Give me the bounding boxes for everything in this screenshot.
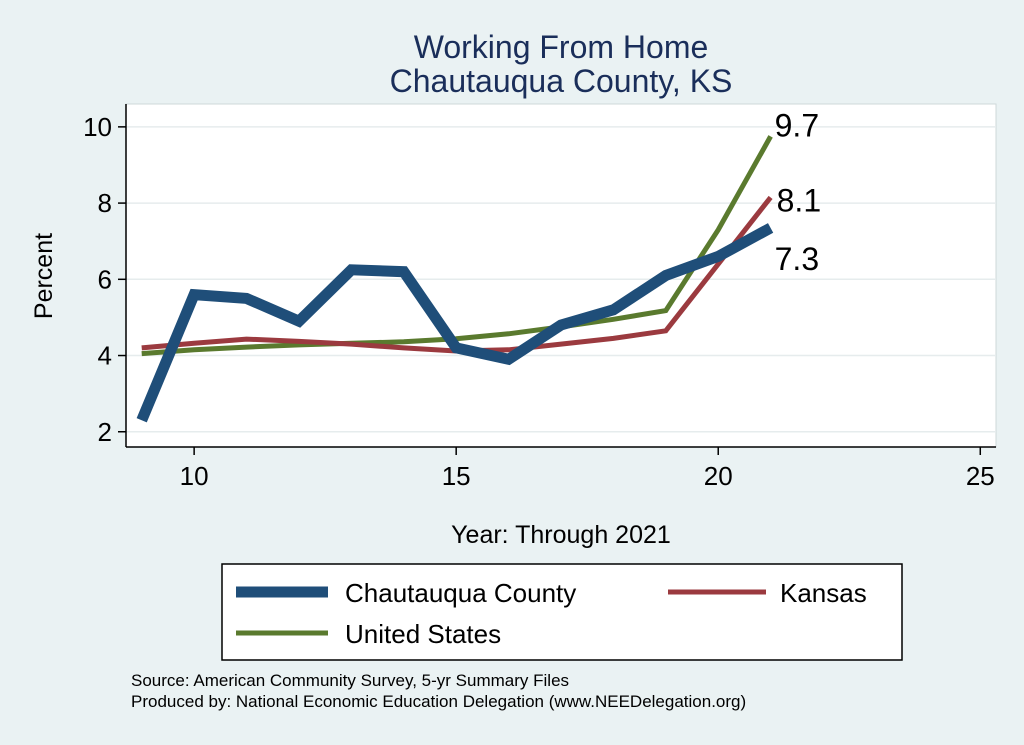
legend-label-united-states: United States [345, 619, 501, 649]
source-note: Source: American Community Survey, 5-yr … [131, 671, 746, 711]
end-labels: 7.3 8.1 9.7 [775, 107, 821, 276]
legend-label-chautauqua-county: Chautauqua County [345, 578, 576, 608]
x-tick-label: 20 [704, 461, 733, 491]
x-axis-title: Year: Through 2021 [451, 521, 671, 549]
chart-title-line-2: Chautauqua County, KS [390, 63, 733, 99]
y-axis-title: Percent [30, 233, 58, 319]
end-label-chautauqua-county: 7.3 [775, 241, 819, 277]
legend: Chautauqua County Kansas United States [221, 563, 903, 661]
axes: 2 4 6 8 10 10 15 20 25 Year: Through 2021 Percent [30, 104, 996, 549]
end-label-kansas: 8.1 [777, 182, 821, 218]
chart-title-line-1: Working From Home [414, 29, 709, 65]
y-tick-label: 2 [98, 417, 112, 447]
end-label-united-states: 9.7 [775, 107, 819, 143]
series-lines [136, 135, 774, 423]
plot-area [125, 103, 997, 448]
y-tick-label: 6 [98, 264, 112, 294]
x-tick-label: 25 [966, 461, 995, 491]
x-tick-label: 15 [442, 461, 471, 491]
y-tick-label: 10 [83, 112, 112, 142]
legend-box [221, 563, 903, 661]
y-tick-label: 8 [98, 188, 112, 218]
gridlines [126, 126, 996, 433]
y-tick-label: 4 [98, 341, 112, 371]
series-line-chautauqua-county [136, 223, 774, 423]
source-line-2: Produced by: National Economic Education… [131, 692, 746, 711]
source-line-1: Source: American Community Survey, 5-yr … [131, 671, 569, 690]
legend-label-kansas: Kansas [780, 578, 867, 608]
x-tick-label: 10 [180, 461, 209, 491]
